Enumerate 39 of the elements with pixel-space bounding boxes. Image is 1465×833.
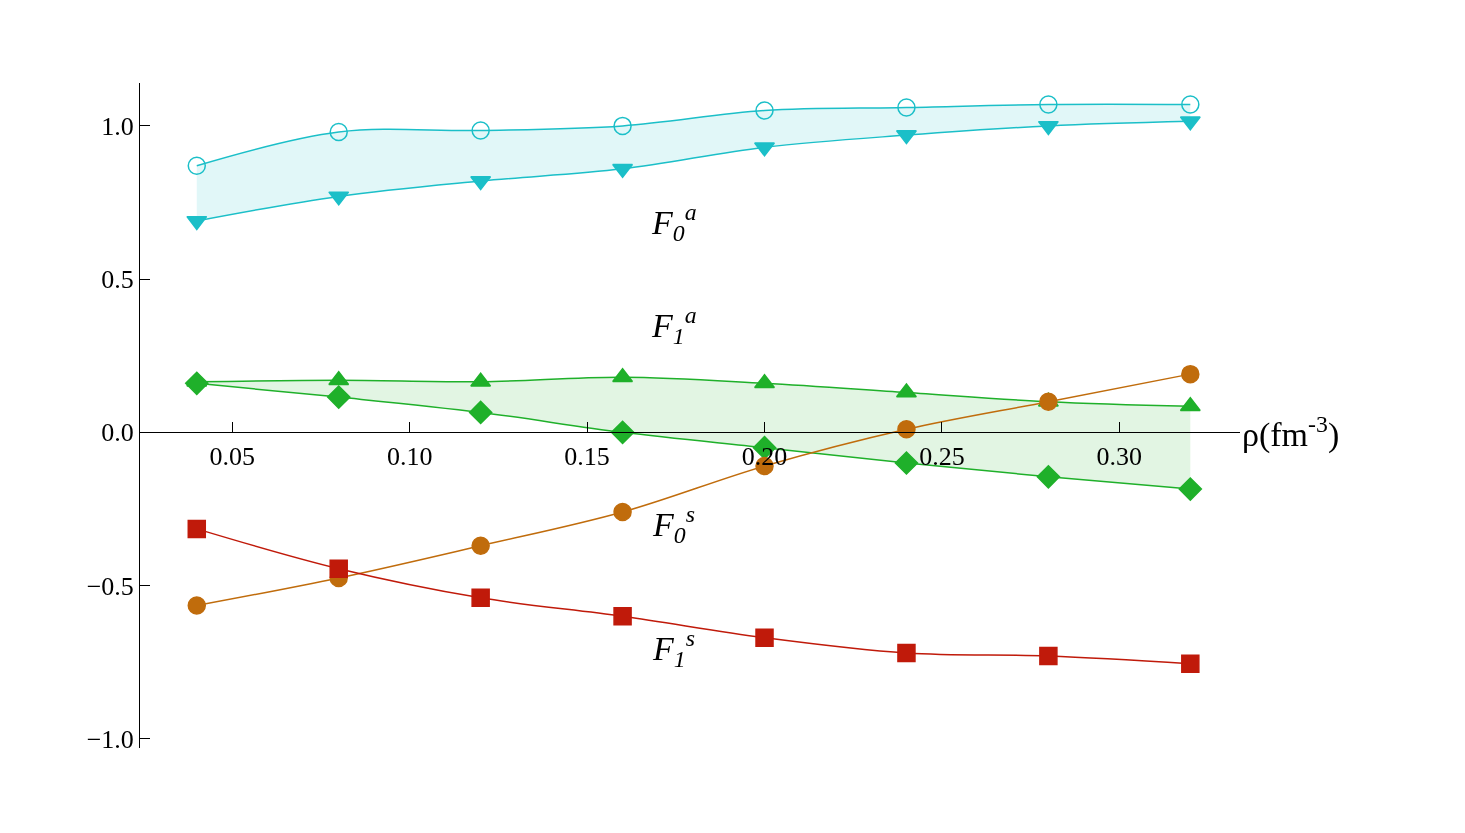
point [613, 606, 632, 626]
y-tick-label: −1.0 [86, 724, 134, 754]
point [894, 451, 919, 475]
y-tick-label: 1.0 [101, 112, 134, 141]
point [1036, 464, 1061, 489]
point [184, 371, 209, 396]
point [187, 156, 207, 175]
point [471, 588, 490, 608]
point [1178, 477, 1203, 501]
point [1039, 646, 1058, 666]
point [468, 400, 493, 425]
point [1039, 95, 1058, 114]
x-tick-label: 0.05 [209, 441, 256, 471]
point [612, 367, 634, 383]
point [755, 101, 774, 120]
y-tick-label: 0.0 [101, 418, 134, 448]
point [897, 643, 916, 663]
x-tick-label: 0.15 [564, 441, 610, 471]
x-tick-label: 0.30 [1096, 441, 1143, 471]
y-tick-label: −0.5 [86, 571, 134, 601]
point [755, 628, 774, 647]
point [471, 121, 490, 140]
point [613, 116, 632, 136]
x-axis-title: ρ(fm$^{-3}$) [1242, 411, 1340, 455]
point [471, 536, 490, 555]
point [329, 122, 348, 142]
point [187, 596, 207, 615]
x-tick-label: 0.25 [919, 441, 965, 471]
point [1181, 654, 1200, 673]
y-tick-label: 0.5 [101, 265, 134, 295]
point [326, 385, 351, 409]
x-tick-label: 0.10 [386, 441, 433, 471]
point [1181, 95, 1200, 114]
point [1039, 392, 1058, 411]
point [187, 519, 207, 539]
point [897, 98, 916, 117]
point [613, 502, 632, 522]
point [1181, 364, 1200, 384]
point [329, 559, 348, 578]
